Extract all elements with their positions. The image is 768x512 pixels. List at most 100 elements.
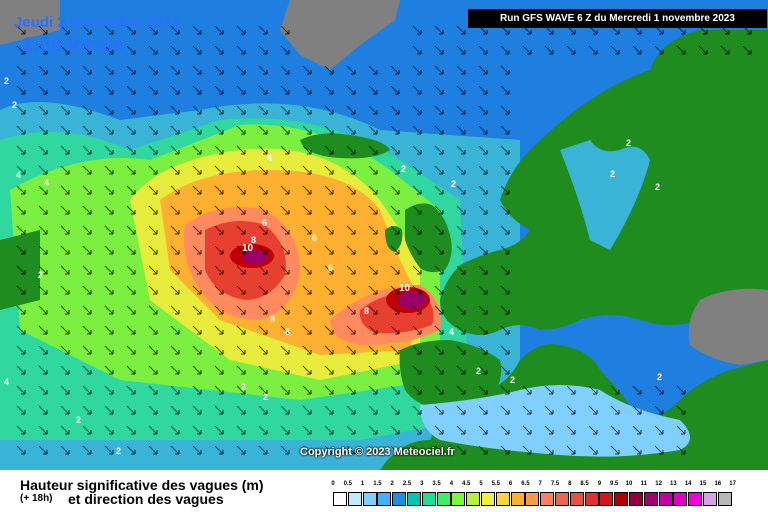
direction-arrow xyxy=(412,325,422,335)
direction-arrow xyxy=(82,25,92,35)
direction-arrow xyxy=(390,405,400,415)
direction-arrow xyxy=(390,385,400,395)
direction-arrow xyxy=(500,265,510,275)
direction-arrow xyxy=(654,445,664,455)
direction-arrow xyxy=(280,205,290,215)
direction-arrow xyxy=(82,185,92,195)
direction-arrow xyxy=(170,45,180,55)
legend-tick: 2 xyxy=(390,481,394,487)
direction-arrow xyxy=(610,425,620,435)
direction-arrow xyxy=(236,325,246,335)
contour-label-2: 2 xyxy=(451,179,456,189)
direction-arrow xyxy=(16,305,26,315)
direction-arrow xyxy=(104,265,114,275)
direction-arrow xyxy=(192,405,202,415)
direction-arrow xyxy=(148,205,158,215)
direction-arrow xyxy=(434,285,444,295)
direction-arrow xyxy=(280,385,290,395)
direction-arrow xyxy=(346,265,356,275)
direction-arrow xyxy=(38,145,48,155)
direction-arrow xyxy=(104,385,114,395)
direction-arrow xyxy=(104,405,114,415)
direction-arrow xyxy=(302,385,312,395)
direction-arrow xyxy=(324,145,334,155)
direction-arrow xyxy=(456,345,466,355)
direction-arrow xyxy=(302,445,312,455)
direction-arrow xyxy=(148,125,158,135)
direction-arrow xyxy=(16,365,26,375)
direction-arrow xyxy=(302,305,312,315)
direction-arrow xyxy=(412,345,422,355)
direction-arrow xyxy=(478,125,488,135)
direction-arrow xyxy=(346,125,356,135)
direction-arrow xyxy=(434,105,444,115)
direction-arrow xyxy=(434,425,444,435)
direction-arrow xyxy=(324,245,334,255)
direction-arrow xyxy=(104,425,114,435)
direction-arrow xyxy=(170,125,180,135)
direction-arrow xyxy=(390,285,400,295)
direction-arrow xyxy=(478,305,488,315)
direction-arrow xyxy=(500,385,510,395)
direction-arrow xyxy=(588,385,598,395)
direction-arrow xyxy=(544,385,554,395)
legend-swatch xyxy=(362,492,377,506)
legend-swatch xyxy=(658,492,673,506)
contour-label-2: 2 xyxy=(76,415,81,425)
direction-arrow xyxy=(698,45,708,55)
direction-arrow xyxy=(632,45,642,55)
direction-arrow xyxy=(236,45,246,55)
contour-label-2: 2 xyxy=(655,182,660,192)
direction-arrow xyxy=(324,265,334,275)
legend-tick: 8 xyxy=(568,481,572,487)
direction-arrow xyxy=(126,45,136,55)
direction-arrow xyxy=(236,225,246,235)
direction-arrow xyxy=(390,365,400,375)
direction-arrow xyxy=(16,245,26,255)
direction-arrow xyxy=(192,85,202,95)
contour-label-4: 4 xyxy=(4,377,9,387)
direction-arrow xyxy=(214,325,224,335)
direction-arrow xyxy=(82,445,92,455)
direction-arrow xyxy=(280,125,290,135)
legend-swatch xyxy=(510,492,525,506)
direction-arrow xyxy=(38,265,48,275)
iceland xyxy=(300,133,390,159)
direction-arrow xyxy=(412,65,422,75)
legend-tick: 8.5 xyxy=(580,481,589,487)
direction-arrow xyxy=(258,325,268,335)
direction-arrow xyxy=(192,65,202,75)
direction-arrow xyxy=(324,365,334,375)
direction-arrow xyxy=(16,345,26,355)
direction-arrow xyxy=(434,225,444,235)
direction-arrow xyxy=(126,65,136,75)
direction-arrow xyxy=(236,405,246,415)
direction-arrow xyxy=(280,285,290,295)
direction-arrow xyxy=(38,305,48,315)
direction-arrow xyxy=(192,265,202,275)
direction-arrow xyxy=(588,45,598,55)
direction-arrow xyxy=(16,425,26,435)
direction-arrow xyxy=(478,425,488,435)
direction-arrow xyxy=(104,145,114,155)
direction-arrow xyxy=(170,365,180,375)
direction-arrow xyxy=(126,25,136,35)
direction-arrow xyxy=(126,345,136,355)
direction-arrow xyxy=(280,65,290,75)
direction-arrow xyxy=(500,45,510,55)
direction-arrow xyxy=(368,125,378,135)
direction-arrow xyxy=(38,225,48,235)
direction-arrow xyxy=(456,365,466,375)
direction-arrow xyxy=(214,425,224,435)
legend-tick: 1 xyxy=(360,481,365,487)
contour-label-10-west: 10 xyxy=(242,243,254,254)
direction-arrow xyxy=(610,385,620,395)
legend-swatch xyxy=(555,492,569,506)
contour-label-2: 2 xyxy=(241,382,246,392)
direction-arrow xyxy=(236,105,246,115)
mediterranean xyxy=(420,385,690,457)
direction-arrow xyxy=(38,165,48,175)
direction-arrow xyxy=(236,25,246,35)
direction-arrow xyxy=(126,325,136,335)
direction-arrow xyxy=(214,245,224,255)
